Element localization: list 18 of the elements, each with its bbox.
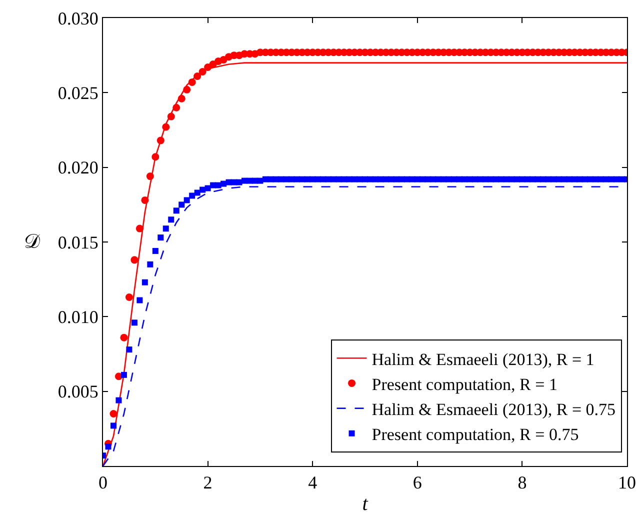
y-tick-label: 0.020: [58, 158, 98, 178]
y-tick-label: 0.015: [58, 232, 98, 252]
y-tick-label: 0.025: [58, 82, 98, 103]
legend-label: Present computation, R = 1: [372, 374, 558, 394]
legend-label: Present computation, R = 0.75: [372, 425, 579, 444]
y-tick-label: 0.010: [58, 306, 98, 327]
x-tick-label: 2: [203, 472, 212, 493]
y-tick-label: 0.005: [58, 382, 98, 402]
x-tick-label: 8: [518, 472, 527, 493]
x-tick-label: 0: [98, 472, 108, 493]
x-tick-label: 4: [308, 472, 318, 493]
y-tick-label: 0.030: [58, 8, 98, 28]
y-axis-title: 𝒟: [24, 231, 40, 253]
legend-label: Halim & Esmaeeli (2013), R = 1: [372, 350, 594, 369]
legend-label: Halim & Esmaeeli (2013), R = 0.75: [372, 400, 616, 419]
x-axis-title: t: [362, 493, 368, 516]
x-tick-label: 6: [412, 472, 422, 493]
x-tick-label: 10: [618, 472, 636, 493]
